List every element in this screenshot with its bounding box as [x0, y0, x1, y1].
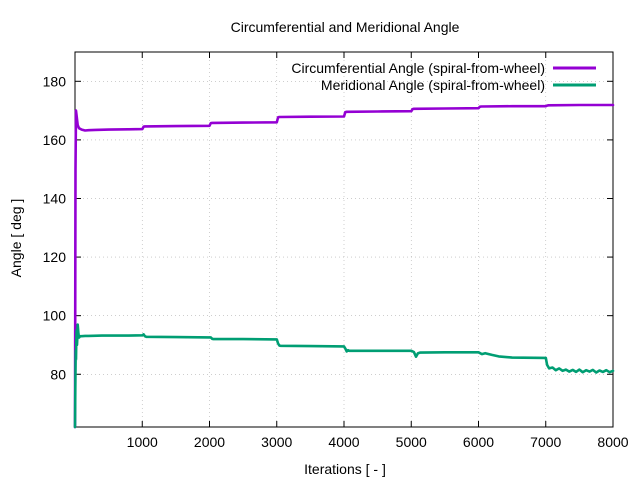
y-tick-label: 140	[43, 190, 67, 206]
legend-label-meridional: Meridional Angle (spiral-from-wheel)	[321, 77, 545, 93]
y-tick-label: 160	[43, 132, 67, 148]
x-tick-label: 8000	[597, 434, 628, 450]
legend-label-circumferential: Circumferential Angle (spiral-from-wheel…	[291, 60, 545, 76]
legend: Circumferential Angle (spiral-from-wheel…	[291, 60, 596, 93]
y-tick-label: 120	[43, 249, 67, 265]
series-layer	[73, 103, 615, 429]
series-circumferential-line	[73, 103, 615, 429]
x-axis-label: Iterations [ - ]	[304, 461, 386, 477]
grid	[75, 52, 613, 427]
x-tick-label: 5000	[396, 434, 427, 450]
y-tick-label: 80	[50, 366, 66, 382]
axes: 1000 2000 3000 4000 5000 6000 7000 8000 80 100 120…	[43, 52, 629, 450]
y-tick-label: 100	[43, 308, 67, 324]
y-axis-label: Angle [ deg ]	[8, 199, 24, 278]
x-tick-label: 4000	[328, 434, 359, 450]
x-tick-label: 3000	[261, 434, 292, 450]
x-tick-label: 1000	[127, 434, 158, 450]
chart-title: Circumferential and Meridional Angle	[231, 19, 460, 35]
x-tick-label: 6000	[463, 434, 494, 450]
x-tick-label: 7000	[530, 434, 561, 450]
x-tick-label: 2000	[194, 434, 225, 450]
y-tick-label: 180	[43, 73, 67, 89]
series-meridional-line	[73, 323, 615, 429]
